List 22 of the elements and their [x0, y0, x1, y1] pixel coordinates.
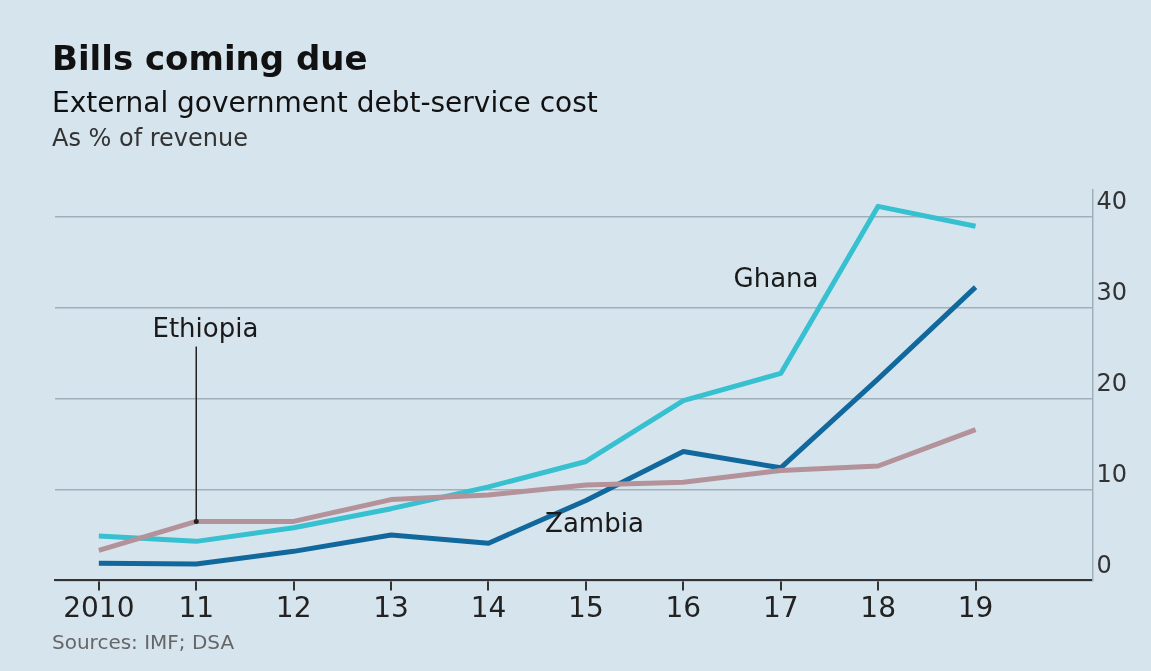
- x-tick-label: 18: [860, 591, 896, 625]
- x-tick-label: 15: [568, 591, 604, 625]
- text: Ethiopia: [152, 313, 259, 344]
- source-note: Sources: IMF; DSA: [52, 630, 235, 654]
- series-label: Zambia: [545, 508, 644, 539]
- y-tick-label: 40: [1096, 187, 1128, 216]
- y-tick-label: 0: [1096, 550, 1112, 579]
- y-tick-label: 20: [1096, 369, 1128, 398]
- x-tick-label: 17: [762, 591, 799, 625]
- x-tick-label: 16: [665, 591, 702, 625]
- chart-subtitle: External government debt-service cost: [52, 86, 598, 119]
- x-tick-label: 11: [178, 591, 215, 625]
- chart-title: Bills coming due: [52, 38, 368, 78]
- series-label: Ghana: [733, 262, 819, 293]
- y-tick-label: 10: [1096, 459, 1128, 488]
- x-tick-label: 2010: [63, 591, 135, 625]
- x-tick-label: 13: [373, 591, 409, 625]
- x-tick-label: 14: [470, 591, 507, 625]
- y-tick-label: 30: [1096, 278, 1128, 307]
- x-tick-label: 19: [957, 591, 994, 625]
- y-axis-title: As % of revenue: [52, 124, 249, 152]
- x-tick-label: 12: [275, 591, 312, 625]
